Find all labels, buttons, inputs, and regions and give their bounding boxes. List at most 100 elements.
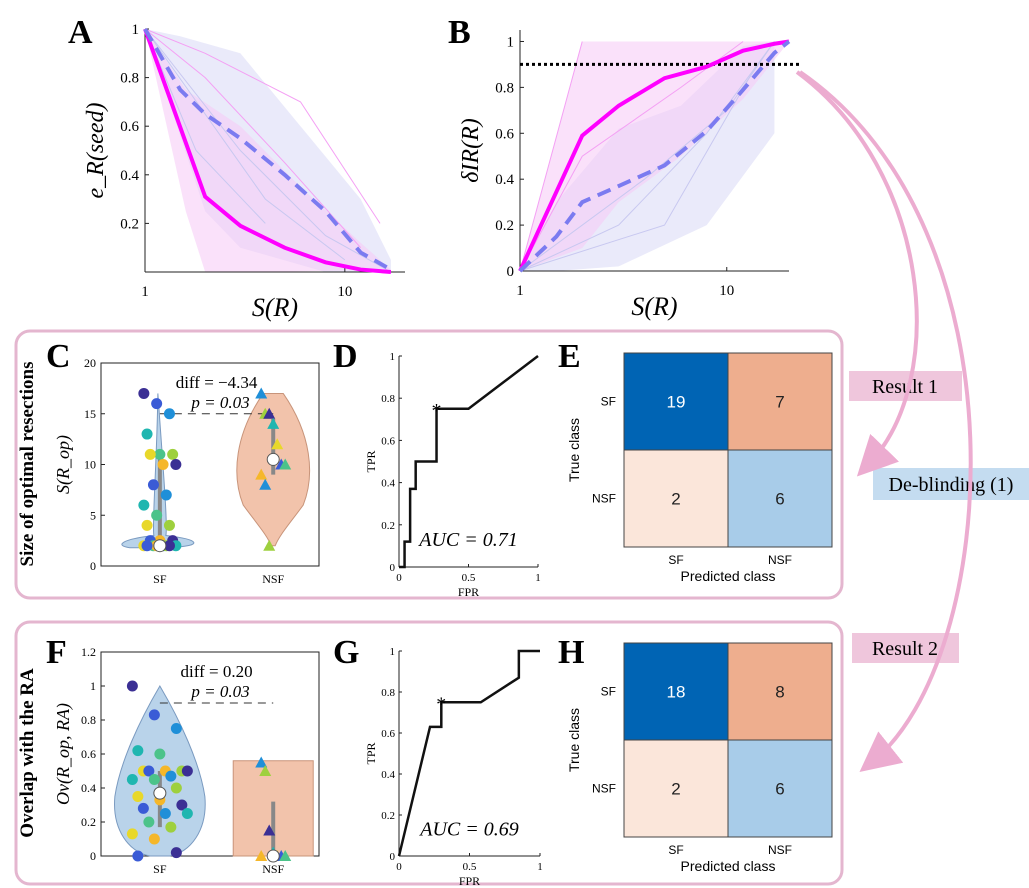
median-marker-nsf — [266, 849, 280, 863]
row1-label: Size of optimal resections — [17, 362, 38, 567]
median-marker-sf — [153, 786, 167, 800]
x-axis-label: FPR — [458, 585, 479, 599]
y-axis-label: TPR — [364, 450, 378, 472]
matrix-cell — [623, 352, 729, 451]
data-point-nsf — [255, 850, 268, 861]
y-axis-label: TPR — [364, 742, 378, 764]
y-tick-label: 0 — [507, 264, 515, 280]
x-tick-label: 0 — [396, 572, 402, 584]
y-tick-label: 0.8 — [381, 393, 395, 405]
matrix-cell — [727, 352, 833, 451]
x-axis-label: S(R) — [631, 292, 677, 321]
individual-trace — [144, 28, 346, 261]
y-tick-label: 0.4 — [495, 172, 514, 188]
individual-trace — [519, 64, 758, 272]
panel-letter-d: D — [333, 338, 358, 375]
x-axis-label: FPR — [459, 874, 480, 888]
y-tick-label: 0.2 — [381, 520, 395, 532]
row-label: NSF — [592, 782, 616, 796]
data-point-nsf — [279, 850, 292, 861]
optimal-point-star: * — [436, 693, 446, 715]
y-tick-label: 0.2 — [381, 810, 395, 822]
band-magenta — [145, 29, 391, 272]
x-tick-label: 1 — [535, 572, 541, 584]
matrix-cell — [727, 642, 833, 741]
arrow-to-e — [795, 70, 919, 477]
matrix-cell-value: 7 — [775, 393, 784, 412]
data-point-sf — [143, 816, 155, 828]
y-tick-label: 1 — [507, 34, 515, 50]
data-point-nsf — [255, 387, 268, 399]
stat-p: p = 0.03 — [190, 682, 249, 701]
stat-p: p = 0.03 — [190, 393, 249, 412]
y-tick-label: 0.6 — [381, 435, 395, 447]
individual-trace — [144, 28, 381, 224]
data-point-nsf — [259, 765, 272, 776]
matrix-cell — [727, 449, 833, 548]
matrix-cell — [727, 739, 833, 838]
stat-diff: diff = −4.34 — [176, 373, 258, 392]
data-point-sf — [159, 808, 171, 819]
row2-frame — [14, 620, 844, 886]
x-tick-label: 10 — [337, 284, 352, 300]
panel-d-chart: 0 0.2 0.4 0.6 0.8 1 0 0.5 1 * AUC = 0.71 FPR TPR — [364, 351, 541, 599]
auc-label: AUC = 0.69 — [418, 819, 519, 841]
y-tick-label: 0.2 — [81, 815, 96, 829]
matrix-cell — [623, 449, 729, 548]
y-tick-label: 0.4 — [120, 168, 139, 184]
y-tick-label: 0.6 — [495, 126, 514, 142]
panel-letter-e: E — [558, 338, 581, 375]
data-point-sf — [170, 847, 182, 859]
optimal-point-star: * — [432, 400, 442, 422]
x-axis-label: S(R) — [252, 293, 298, 322]
y-axis-label: Ov(R_op, RA) — [53, 703, 74, 805]
matrix-cell-value: 2 — [671, 490, 680, 509]
y-tick-label: 0.2 — [120, 216, 139, 232]
row-label: SF — [601, 395, 616, 409]
data-point-sf — [163, 408, 175, 420]
x-tick-label: 0.5 — [462, 572, 476, 584]
data-point-sf — [126, 680, 138, 692]
y-tick-label: 0 — [390, 851, 396, 863]
data-point-nsf — [263, 407, 276, 419]
median-line-blue-dashed — [518, 39, 791, 273]
panel-letter-f: F — [46, 634, 67, 671]
data-point-sf — [141, 519, 153, 531]
y-tick-label: 0.6 — [81, 747, 96, 761]
data-point-sf — [148, 709, 160, 721]
median-line-magenta — [143, 28, 392, 274]
data-point-nsf — [279, 458, 292, 470]
category-label: NSF — [262, 862, 284, 876]
y-tick-label: 1 — [390, 646, 396, 658]
y-tick-label: 0.8 — [81, 713, 96, 727]
y-tick-label: 1 — [390, 351, 396, 363]
auc-label: AUC = 0.71 — [417, 529, 518, 551]
data-point-sf — [165, 821, 177, 833]
x-tick-label: 1 — [537, 861, 543, 873]
panel-f-chart: 0 0.2 0.4 0.6 0.8 1 1.2 SF NSF diff = 0.20p = 0.0… — [53, 645, 320, 876]
data-point-sf — [157, 459, 169, 470]
median-marker-nsf — [266, 452, 280, 466]
panel-c-chart: 0 5 10 15 20 SF NSF diff = −4.34p = 0.03 S(R_op) — [53, 356, 320, 586]
data-point-nsf — [255, 468, 268, 480]
y-tick-label: 0 — [390, 562, 396, 574]
x-axis-label: Predicted class — [681, 858, 776, 874]
roc-curve — [397, 649, 540, 857]
data-point-sf — [132, 791, 144, 802]
row-label: SF — [601, 685, 616, 699]
matrix-cell-value: 2 — [671, 780, 680, 799]
band-magenta — [520, 41, 789, 271]
data-point-sf — [154, 448, 166, 460]
column-label: NSF — [768, 843, 792, 857]
column-label: SF — [668, 843, 683, 857]
data-point-sf — [138, 499, 150, 511]
median-line-blue-dashed — [143, 27, 392, 272]
individual-trace — [519, 41, 583, 272]
data-point-sf — [151, 509, 163, 521]
y-axis-label: δIR(R) — [458, 118, 484, 182]
y-axis-label: True class — [566, 418, 582, 482]
data-point-sf — [148, 774, 160, 785]
y-tick-label: 1.2 — [81, 645, 96, 659]
category-label: SF — [153, 862, 167, 876]
